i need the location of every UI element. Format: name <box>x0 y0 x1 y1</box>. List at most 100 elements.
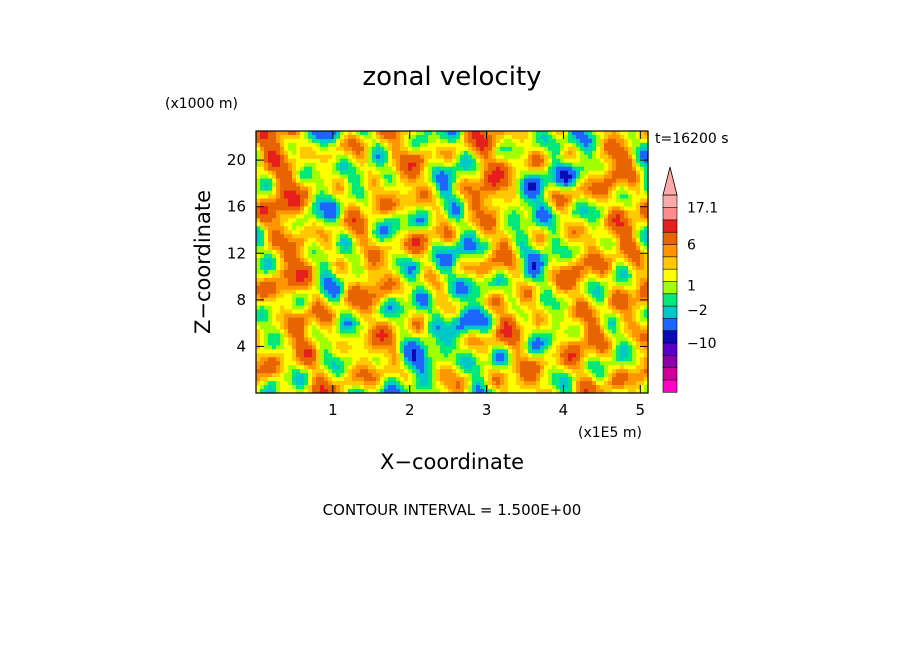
field-cell <box>452 309 457 315</box>
field-cell <box>408 226 413 231</box>
field-cell <box>316 226 321 231</box>
field-cell <box>436 190 441 196</box>
field-cell <box>320 146 325 152</box>
field-cell <box>556 186 561 192</box>
field-cell <box>492 297 497 303</box>
field-cell <box>496 210 501 215</box>
field-cell <box>264 313 269 319</box>
field-cell <box>512 246 517 251</box>
field-cell <box>596 262 601 267</box>
field-cell <box>360 154 365 160</box>
field-cell <box>464 134 469 140</box>
field-cell <box>444 238 449 243</box>
field-cell <box>592 250 597 255</box>
field-cell <box>376 325 381 331</box>
field-cell <box>348 182 353 188</box>
field-cell <box>496 154 501 160</box>
field-cell <box>460 226 465 231</box>
field-cell <box>500 250 505 255</box>
field-cell <box>288 131 293 136</box>
field-cell <box>384 297 389 303</box>
field-cell <box>408 186 413 192</box>
field-cell <box>400 222 405 227</box>
field-cell <box>636 222 641 227</box>
field-cell <box>276 297 281 303</box>
field-cell <box>332 222 337 227</box>
field-cell <box>640 234 645 239</box>
field-cell <box>516 281 521 287</box>
field-cell <box>400 210 405 215</box>
field-cell <box>464 138 469 144</box>
field-cell <box>572 222 577 227</box>
field-cell <box>604 206 609 211</box>
field-cell <box>468 258 473 263</box>
field-cell <box>396 131 401 136</box>
field-cell <box>288 182 293 188</box>
field-cell <box>604 285 609 291</box>
field-cell <box>348 166 353 172</box>
field-cell <box>392 301 397 307</box>
field-cell <box>384 250 389 255</box>
field-cell <box>620 230 625 235</box>
field-cell <box>524 321 529 327</box>
field-cell <box>312 162 317 168</box>
field-cell <box>424 142 429 148</box>
field-cell <box>580 138 585 144</box>
field-cell <box>580 265 585 271</box>
field-cell <box>620 254 625 259</box>
field-cell <box>532 250 537 255</box>
field-cell <box>436 293 441 299</box>
field-cell <box>328 309 333 315</box>
field-cell <box>448 246 453 251</box>
field-cell <box>428 146 433 152</box>
field-cell <box>540 265 545 271</box>
field-cell <box>404 170 409 176</box>
field-cell <box>592 273 597 279</box>
field-cell <box>644 214 649 219</box>
field-cell <box>348 313 353 319</box>
field-cell <box>304 158 309 164</box>
field-cell <box>396 230 401 235</box>
field-cell <box>412 254 417 259</box>
field-cell <box>300 238 305 243</box>
field-cell <box>344 281 349 287</box>
field-cell <box>444 297 449 303</box>
field-cell <box>424 222 429 227</box>
field-cell <box>420 305 425 311</box>
field-cell <box>412 222 417 227</box>
field-cell <box>556 281 561 287</box>
field-cell <box>300 242 305 247</box>
field-cell <box>336 321 341 327</box>
field-cell <box>620 293 625 299</box>
field-cell <box>488 142 493 148</box>
field-cell <box>328 258 333 263</box>
field-cell <box>548 325 553 331</box>
field-cell <box>256 301 261 307</box>
field-cell <box>508 246 513 251</box>
field-cell <box>364 210 369 215</box>
field-cell <box>568 265 573 271</box>
field-cell <box>452 258 457 263</box>
field-cell <box>420 246 425 251</box>
field-cell <box>436 182 441 188</box>
field-cell <box>288 234 293 239</box>
field-cell <box>496 146 501 152</box>
field-cell <box>392 230 397 235</box>
field-cell <box>528 214 533 219</box>
field-cell <box>368 238 373 243</box>
field-cell <box>644 154 649 160</box>
field-cell <box>352 309 357 315</box>
field-cell <box>392 309 397 315</box>
field-cell <box>496 313 501 319</box>
field-cell <box>632 289 637 295</box>
field-cell <box>620 186 625 192</box>
field-cell <box>280 226 285 231</box>
field-cell <box>420 174 425 180</box>
field-cell <box>328 158 333 164</box>
field-cell <box>388 301 393 307</box>
field-cell <box>508 210 513 215</box>
field-cell <box>484 158 489 164</box>
field-cell <box>324 230 329 235</box>
field-cell <box>472 293 477 299</box>
field-cell <box>296 230 301 235</box>
